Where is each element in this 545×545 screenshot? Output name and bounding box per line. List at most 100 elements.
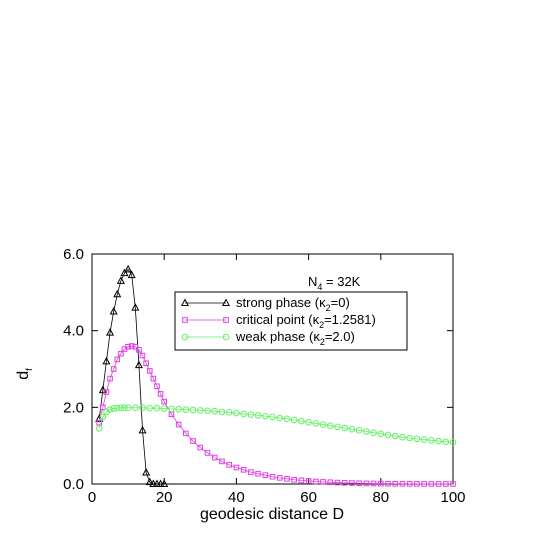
x-axis-label: geodesic distance D	[200, 506, 344, 523]
data-point	[99, 413, 107, 421]
data-point	[116, 276, 125, 284]
legend-box	[174, 291, 408, 351]
data-point	[305, 478, 312, 484]
axis-ticks: 0 20 40 60 80 100 0.0 2.0 4.0 6.0	[63, 246, 465, 506]
data-point	[143, 360, 149, 367]
data-point	[435, 481, 442, 487]
data-point	[100, 404, 106, 411]
legend-swatch-marker	[221, 298, 231, 306]
data-point	[442, 438, 450, 446]
legend-swatch-marker	[181, 333, 189, 341]
y-tick-label: 6.0	[63, 246, 84, 263]
data-point	[157, 391, 164, 397]
data-point	[218, 408, 226, 416]
data-point	[150, 375, 157, 382]
data-point	[134, 360, 143, 369]
series-line-strong	[98, 268, 165, 485]
data-point	[175, 421, 182, 428]
data-point	[153, 404, 161, 412]
y-tick-label: 0.0	[63, 476, 84, 493]
data-point	[420, 436, 428, 443]
data-point	[385, 480, 391, 487]
data-point	[384, 431, 392, 439]
data-point	[370, 480, 377, 487]
data-point	[248, 469, 254, 475]
series-layer	[95, 264, 457, 487]
data-point	[219, 458, 225, 465]
data-point	[406, 481, 413, 487]
data-point	[399, 433, 406, 441]
data-point	[370, 429, 377, 436]
legend-swatch-marker	[182, 317, 188, 323]
data-point	[132, 404, 139, 412]
data-point	[136, 347, 142, 353]
annotation-sub: 4	[317, 282, 322, 292]
legend: strong phase (κ2=0) critical point (κ2=1…	[174, 291, 408, 351]
legend-label-critical-sub: 2	[319, 320, 324, 330]
legend-swatch-strong	[180, 298, 231, 306]
data-point	[291, 476, 297, 483]
legend-label-strong-prefix: strong phase (κ	[236, 295, 326, 310]
data-point	[182, 406, 190, 413]
data-point	[132, 343, 139, 350]
legend-label-strong-suffix: =0)	[331, 295, 350, 310]
data-point	[327, 479, 334, 486]
data-point	[341, 480, 348, 486]
data-point	[240, 467, 247, 473]
data-point	[142, 467, 151, 476]
data-point	[276, 414, 284, 422]
data-point	[428, 481, 435, 487]
data-point	[189, 406, 197, 414]
data-point	[428, 437, 435, 444]
data-point	[118, 350, 124, 357]
x-tick-label: 100	[440, 489, 465, 506]
data-point	[341, 424, 349, 432]
data-point	[312, 420, 320, 427]
data-point	[211, 454, 218, 461]
legend-label-weak-prefix: weak phase (κ	[235, 329, 320, 344]
y-tick-label: 4.0	[63, 323, 84, 340]
data-point	[349, 480, 355, 486]
data-point	[124, 264, 133, 273]
legend-label-critical-suffix: =1.2581)	[324, 312, 376, 327]
data-point	[106, 406, 114, 413]
data-point	[102, 356, 111, 365]
data-point	[110, 405, 117, 412]
legend-swatch-weak	[181, 333, 230, 341]
data-point	[399, 481, 406, 487]
legend-items	[180, 298, 231, 341]
data-point	[233, 409, 240, 417]
data-point	[107, 375, 113, 382]
data-point	[168, 405, 175, 413]
data-point	[124, 404, 132, 412]
data-point	[413, 435, 421, 443]
data-point	[146, 368, 153, 374]
data-point	[131, 303, 140, 311]
series-line-weak	[98, 407, 454, 443]
data-point	[377, 430, 385, 438]
data-point	[391, 432, 399, 440]
data-point	[298, 477, 305, 484]
annotation-main: N	[308, 274, 317, 289]
data-point	[211, 407, 219, 415]
plot-frame	[91, 253, 454, 485]
data-point	[204, 450, 211, 456]
data-point	[120, 268, 129, 277]
y-axis-label-sub: f	[24, 368, 34, 371]
data-point	[233, 464, 240, 471]
data-point	[103, 389, 110, 395]
annotation-n4: N4 = 32K	[308, 274, 361, 292]
data-point	[378, 480, 384, 487]
data-point	[247, 411, 255, 418]
data-point	[154, 383, 160, 390]
data-point	[109, 306, 118, 315]
series-critical	[96, 343, 456, 487]
data-point	[197, 407, 204, 414]
legend-swatch-critical	[182, 317, 229, 323]
data-point	[283, 415, 291, 423]
legend-label-weak-suffix: =2.0)	[325, 329, 355, 344]
data-point	[110, 366, 117, 372]
legend-swatch-marker	[180, 298, 190, 306]
data-point	[117, 404, 125, 412]
series-weak	[95, 404, 457, 446]
